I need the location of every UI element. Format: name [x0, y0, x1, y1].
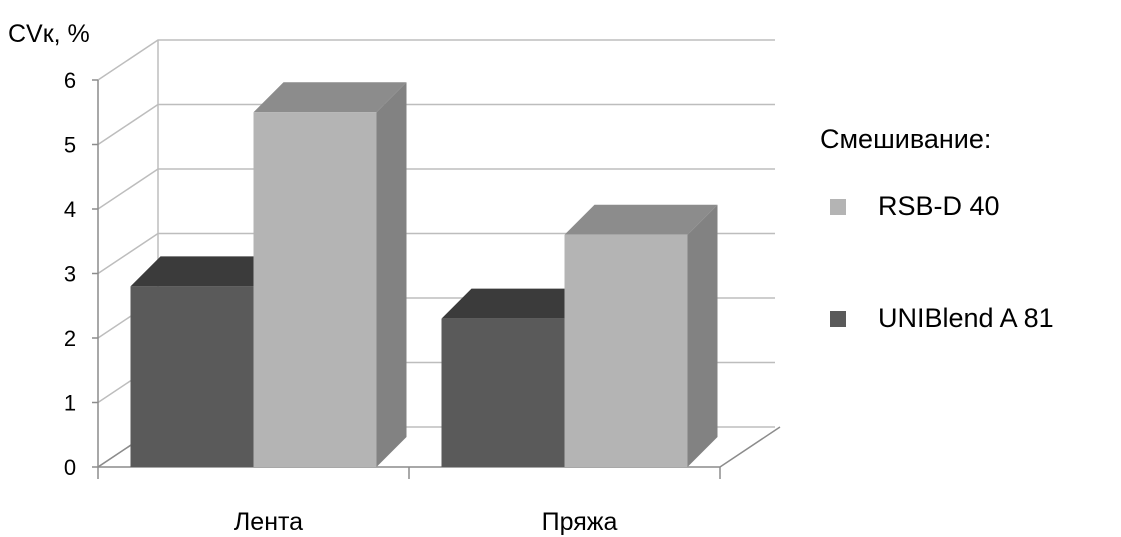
legend-label: RSB-D 40: [878, 191, 1000, 221]
bar-top: [130, 256, 284, 287]
bar-top: [253, 82, 407, 113]
bar-top: [564, 204, 718, 235]
legend-items: RSB-D 40 UNIBlend A 81: [830, 191, 1054, 333]
bar-top: [441, 288, 595, 319]
y-tick-label: 2: [64, 326, 76, 351]
x-tick-label: Лента: [234, 508, 303, 536]
y-tick-label: 5: [64, 133, 76, 158]
y-tick-label: 6: [64, 68, 76, 93]
y-tick-label: 4: [64, 197, 76, 222]
y-tick-label: 1: [64, 391, 76, 416]
gridline: [97, 168, 775, 210]
y-tick-label: 3: [64, 262, 76, 287]
y-axis-label: CVк, %: [8, 20, 90, 48]
legend: Смешивание: RSB-D 40 UNIBlend A 81: [820, 124, 1054, 333]
bar-front: [130, 286, 254, 467]
bar-side: [687, 204, 718, 468]
x-tick-label: Пряжа: [542, 508, 618, 536]
legend-swatch: [830, 199, 846, 215]
y-tick-label: 0: [64, 455, 76, 480]
legend-label: UNIBlend A 81: [878, 303, 1054, 333]
bar-front: [441, 318, 565, 467]
gridline: [97, 39, 775, 81]
bar-side: [376, 82, 407, 467]
tick-labels: 0 1 2 3 4 5 6 Лента Пряжа: [64, 68, 618, 536]
bars: [130, 82, 718, 468]
bar-front: [564, 234, 688, 467]
gridline: [97, 103, 775, 146]
bar: [564, 204, 718, 468]
legend-title: Смешивание:: [820, 124, 991, 154]
bar: [253, 82, 407, 467]
bar-front: [253, 112, 377, 467]
legend-swatch: [830, 311, 846, 327]
